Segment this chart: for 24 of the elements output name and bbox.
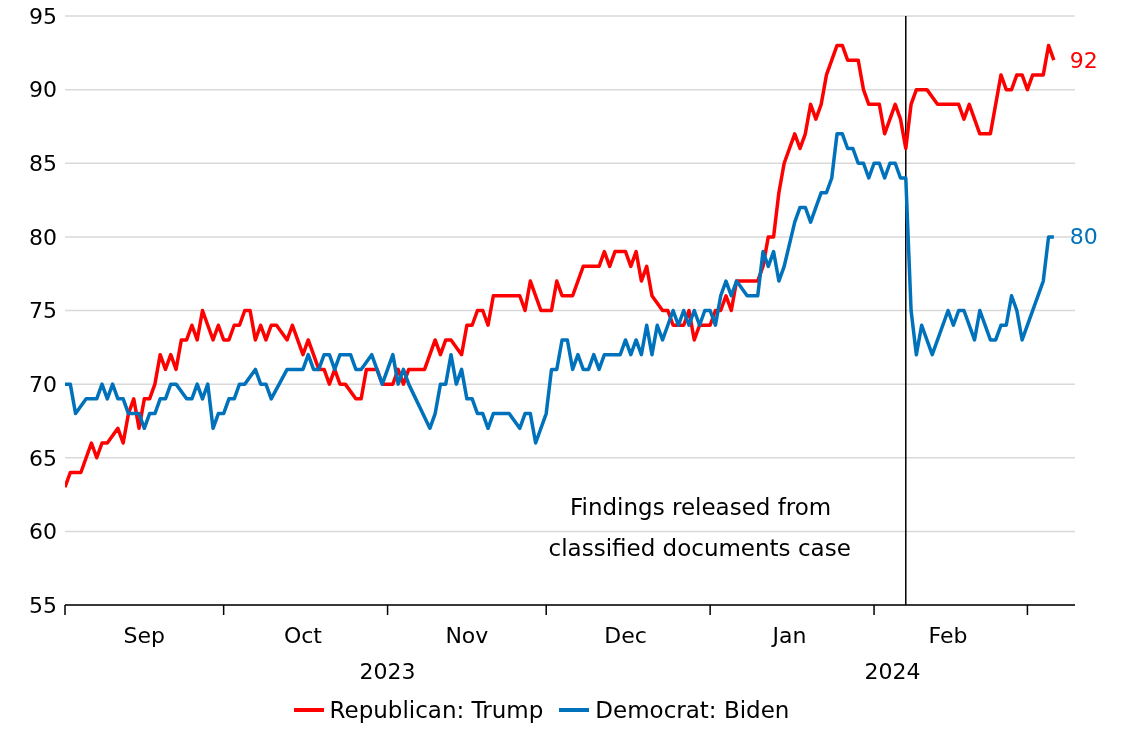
x-tick-label: Jan — [770, 623, 807, 648]
x-tick-label: Oct — [283, 623, 323, 648]
x-tick-label: Nov — [445, 623, 489, 648]
y-tick-label: 95 — [29, 3, 57, 29]
x-tick-label: Dec — [604, 623, 647, 648]
y-tick-label: 90 — [29, 77, 57, 103]
y-tick-label: 65 — [29, 445, 57, 471]
line-series — [65, 43, 1056, 489]
y-tick-label: 85 — [29, 151, 57, 177]
x-tick-label: Sep — [123, 623, 166, 648]
text: 2024 — [864, 659, 921, 684]
data-label: 80 — [1069, 224, 1098, 250]
y-tick-label: 80 — [29, 224, 57, 250]
y-tick-label: 75 — [29, 298, 57, 324]
text: 2023 — [359, 659, 416, 684]
y-tick-label: 70 — [29, 371, 57, 397]
y-tick-label: 60 — [29, 519, 57, 545]
line-series — [65, 132, 1056, 445]
data-label: 92 — [1069, 47, 1098, 73]
x-tick-label: Feb — [928, 623, 968, 648]
legend-label: Democrat: Biden — [595, 697, 790, 723]
ref-line-label: Findings released from classified documents case — [548, 494, 851, 561]
legend-label: Republican: Trump — [329, 697, 544, 723]
y-tick-label: 55 — [29, 592, 57, 618]
